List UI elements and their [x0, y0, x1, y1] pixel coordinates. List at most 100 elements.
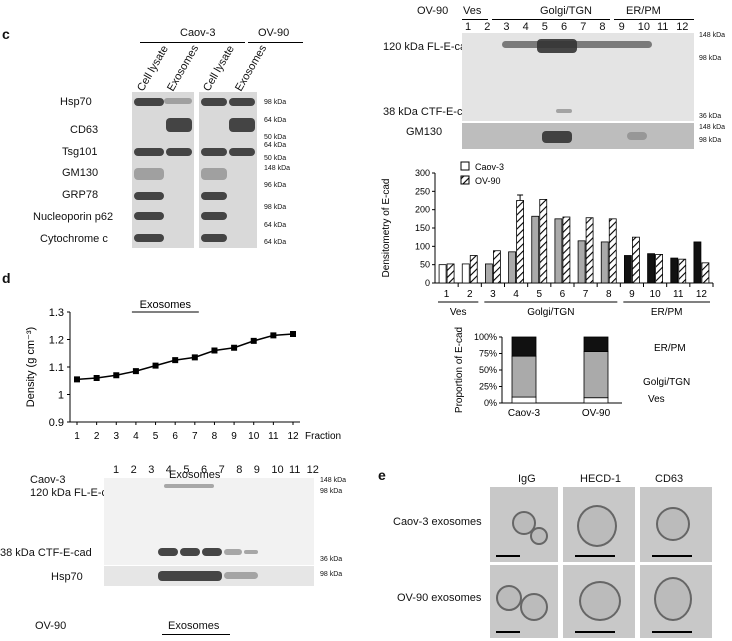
x-tick-label: 4: [133, 431, 139, 442]
band: [201, 168, 227, 180]
ov90-row-ctf: 38 kDa CTF-E-cad: [383, 106, 475, 118]
density-point: [152, 362, 159, 369]
marker-c-3: 50 kDa: [264, 134, 287, 141]
x-axis-label: Fraction: [305, 431, 341, 442]
x-tick-label: 6: [172, 431, 178, 442]
y-tick-label: 1.1: [49, 362, 64, 374]
x-tick-label: 2: [94, 431, 100, 442]
y-tick-label: 0: [425, 278, 430, 288]
ov90-marker-2: 98 kDa: [699, 55, 722, 62]
x-tick-label: 5: [153, 431, 159, 442]
x-tick-label: 11: [673, 289, 684, 300]
stack-segment: [583, 351, 609, 399]
density-point: [113, 372, 120, 379]
x-tick-label: 2: [467, 289, 473, 300]
d-exosomes-rule-bottom: [162, 634, 230, 635]
d-fraction-8: 8: [236, 464, 243, 476]
y-tick-label: 300: [415, 168, 430, 178]
y-tick-label: 100%: [474, 332, 497, 342]
x-tick-label: 5: [536, 289, 542, 300]
densitometry-chart: 0 50 100 150 200 250 300 Densitometry of E-cad 1…: [381, 161, 714, 318]
d-fraction-10: 10: [271, 464, 284, 476]
panel-e-letter: e: [378, 467, 386, 483]
row-label-tsg101: Tsg101: [62, 146, 98, 158]
band: [542, 131, 572, 143]
bar-ov90: [562, 216, 571, 284]
density-point: [191, 354, 198, 361]
y-tick-label: 1.2: [49, 335, 64, 347]
bar-caov3: [438, 264, 447, 284]
band: [201, 192, 227, 200]
stack-segment: [511, 336, 537, 357]
scale-bar: [496, 631, 520, 633]
y-tick-label: 1.3: [49, 307, 64, 319]
d-row-fl: 120 kDa FL-E-cad: [30, 487, 120, 499]
scale-bar: [575, 555, 615, 557]
band: [201, 234, 227, 242]
density-point: [270, 332, 277, 339]
y-tick-label: 50%: [479, 365, 497, 375]
bar-ov90: [493, 250, 501, 284]
group-label: Golgi/TGN: [527, 307, 574, 318]
band: [201, 212, 227, 220]
y-axis-label: Proportion of E-cad: [454, 327, 465, 413]
em-image-ov90-igg: [490, 565, 558, 638]
marker-c-9: 64 kDa: [264, 222, 287, 229]
bar-ov90: [585, 217, 594, 284]
segment-label-golgi: Golgi/TGN: [643, 377, 690, 388]
band: [180, 548, 200, 556]
density-point: [172, 357, 179, 364]
d-exosomes-bottom: Exosomes: [168, 620, 220, 632]
d-fraction-11: 11: [289, 464, 301, 476]
band: [502, 41, 652, 48]
bar-caov3: [647, 253, 655, 284]
density-point: [93, 375, 100, 381]
d-caov3-label: Caov-3: [30, 474, 66, 486]
exosome: [654, 577, 692, 621]
legend-swatch-ov90: [460, 175, 470, 185]
band: [166, 118, 192, 132]
d-fraction-5: 5: [183, 464, 190, 476]
d-marker-2: 98 kDa: [320, 488, 343, 495]
d-marker-3: 36 kDa: [320, 556, 343, 563]
caov3-header: Caov-3: [180, 27, 216, 39]
x-tick-label: 12: [287, 431, 299, 442]
marker-c-2: 64 kDa: [264, 117, 287, 124]
x-tick-label: Caov-3: [508, 408, 541, 419]
ov90-fraction-7: 7: [580, 21, 587, 33]
bar-caov3: [461, 263, 470, 284]
ov90-fraction-10: 10: [637, 21, 651, 33]
ov90-row-fl: 120 kDa FL-E-cad: [383, 41, 473, 53]
exosome: [520, 593, 548, 621]
stack-segment: [511, 396, 537, 404]
band: [164, 98, 192, 104]
exosome: [496, 585, 522, 611]
group-label: Ves: [450, 307, 467, 318]
x-tick-label: 9: [231, 431, 237, 442]
density-point: [290, 331, 296, 337]
x-tick-label: 9: [629, 289, 635, 300]
y-tick-label: 0%: [484, 398, 497, 408]
em-image-ov90-hecd1: [563, 565, 635, 638]
d-exosomes-top: Exosomes: [169, 469, 221, 481]
d-fraction-12: 12: [306, 464, 319, 476]
band: [556, 109, 572, 113]
em-image-caov3-cd63: [640, 487, 712, 562]
band: [134, 212, 164, 220]
ov90-fraction-11: 11: [657, 21, 669, 33]
marker-c-6: 148 kDa: [264, 165, 291, 172]
x-tick-label: 1: [74, 431, 80, 442]
x-tick-label: 10: [650, 289, 662, 300]
bar-ov90: [469, 255, 478, 284]
lane-label-2: Exosomes: [165, 43, 202, 94]
bar-ov90: [608, 218, 617, 284]
bar-ov90: [632, 236, 640, 284]
em-image-caov3-hecd1: [563, 487, 635, 562]
d-fraction-4: 4: [165, 464, 172, 476]
band: [164, 484, 214, 488]
d-blot-hsp70: [104, 566, 314, 586]
row-label-cytochrome: Cytochrome c: [40, 233, 108, 245]
ov90-fraction-8: 8: [599, 21, 606, 33]
x-tick-label: 12: [696, 289, 708, 300]
